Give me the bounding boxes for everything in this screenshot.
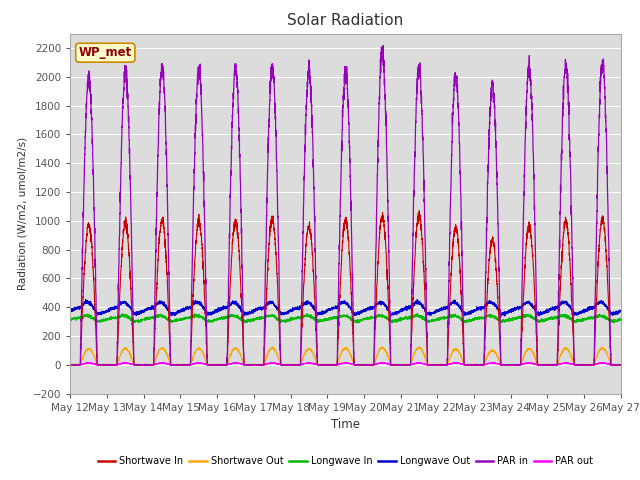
- PAR in: [166, 294, 173, 300]
- Longwave In: [469, 317, 477, 323]
- Line: Shortwave Out: Shortwave Out: [70, 347, 621, 365]
- Longwave Out: [500, 311, 508, 316]
- PAR in: [67, 362, 74, 368]
- Shortwave In: [67, 362, 74, 368]
- PAR in: [380, 43, 387, 48]
- PAR out: [439, 362, 447, 368]
- PAR out: [469, 362, 477, 368]
- Shortwave Out: [438, 362, 446, 368]
- Shortwave Out: [617, 362, 625, 368]
- Shortwave Out: [67, 362, 74, 368]
- PAR out: [325, 361, 333, 367]
- Shortwave Out: [269, 344, 277, 350]
- Title: Solar Radiation: Solar Radiation: [287, 13, 404, 28]
- Line: PAR in: PAR in: [70, 46, 621, 365]
- PAR in: [325, 362, 333, 368]
- Shortwave In: [616, 362, 624, 368]
- PAR out: [415, 360, 423, 365]
- Longwave In: [325, 315, 333, 321]
- PAR in: [616, 362, 624, 368]
- Line: Longwave In: Longwave In: [70, 313, 621, 323]
- Longwave Out: [438, 307, 446, 313]
- Shortwave Out: [469, 361, 477, 367]
- Longwave In: [413, 311, 421, 316]
- PAR out: [67, 362, 74, 368]
- Longwave Out: [166, 309, 173, 315]
- Shortwave In: [325, 362, 333, 368]
- Longwave Out: [469, 308, 477, 314]
- Shortwave Out: [166, 358, 173, 364]
- Shortwave In: [469, 362, 477, 368]
- Shortwave In: [166, 330, 173, 336]
- PAR in: [469, 362, 477, 368]
- Longwave In: [353, 320, 361, 326]
- Line: PAR out: PAR out: [70, 362, 621, 366]
- Longwave Out: [82, 297, 90, 302]
- Y-axis label: Radiation (W/m2, umol/m2/s): Radiation (W/m2, umol/m2/s): [17, 137, 28, 290]
- Legend: Shortwave In, Shortwave Out, Longwave In, Longwave Out, PAR in, PAR out: Shortwave In, Shortwave Out, Longwave In…: [94, 453, 597, 470]
- Line: Shortwave In: Shortwave In: [70, 211, 621, 365]
- Shortwave In: [500, 362, 508, 368]
- Text: WP_met: WP_met: [79, 46, 132, 59]
- Longwave In: [439, 315, 447, 321]
- PAR out: [166, 362, 173, 368]
- Longwave In: [500, 319, 508, 324]
- Shortwave Out: [616, 362, 624, 368]
- PAR out: [113, 363, 120, 369]
- Shortwave Out: [500, 362, 508, 368]
- Shortwave In: [438, 362, 446, 368]
- Longwave Out: [617, 309, 625, 315]
- PAR out: [500, 362, 508, 368]
- Longwave In: [617, 316, 625, 322]
- Shortwave In: [415, 208, 423, 214]
- Line: Longwave Out: Longwave Out: [70, 300, 621, 316]
- Longwave In: [616, 318, 624, 324]
- Shortwave In: [617, 362, 625, 368]
- Longwave Out: [616, 308, 624, 314]
- PAR in: [438, 362, 446, 368]
- PAR out: [617, 362, 625, 368]
- PAR in: [500, 362, 508, 368]
- Longwave In: [67, 316, 74, 322]
- PAR out: [616, 362, 624, 368]
- Longwave Out: [325, 307, 333, 312]
- Longwave In: [166, 318, 173, 324]
- Longwave Out: [497, 313, 505, 319]
- Shortwave Out: [325, 362, 333, 368]
- X-axis label: Time: Time: [331, 418, 360, 431]
- PAR in: [617, 362, 625, 368]
- Longwave Out: [67, 308, 74, 314]
